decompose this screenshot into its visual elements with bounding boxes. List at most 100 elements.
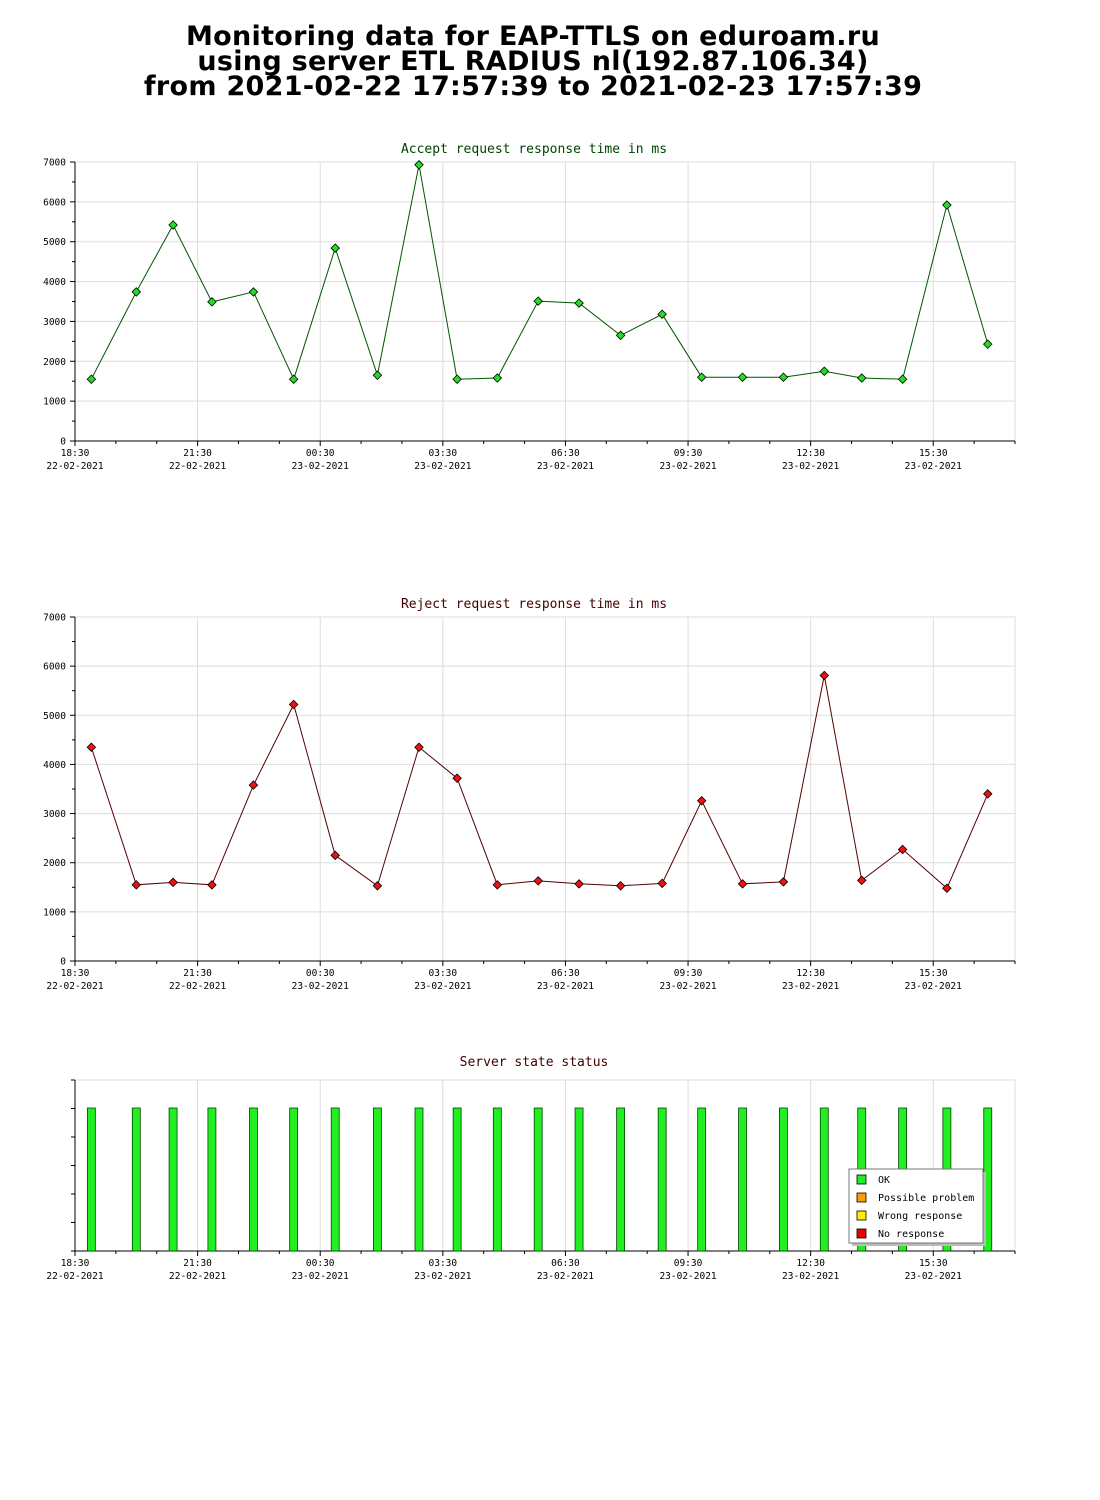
legend-ok-label: OK <box>878 1175 890 1186</box>
data-point <box>897 844 908 855</box>
data-point <box>288 374 299 384</box>
x-tick-label-time: 18:30 <box>61 968 90 979</box>
status-bar <box>819 1107 829 1252</box>
y-tick-label: 6000 <box>43 197 66 208</box>
status-bar <box>373 1107 382 1252</box>
y-tick-label: 0 <box>60 437 66 448</box>
x-tick-label-date: 22-02-2021 <box>169 461 226 472</box>
data-point <box>86 742 97 752</box>
data-point <box>856 875 867 886</box>
data-point <box>942 883 952 894</box>
legend-no-response-swatch <box>856 1228 867 1239</box>
data-point <box>737 879 748 889</box>
header-server-line: using server ETL RADIUS nl(192.87.106.34… <box>197 46 869 77</box>
data-point <box>492 880 503 890</box>
x-tick-label-date: 23-02-2021 <box>292 981 349 992</box>
x-tick-label-date: 23-02-2021 <box>659 461 716 472</box>
data-point <box>696 372 707 382</box>
x-tick-label-time: 09:30 <box>674 448 703 459</box>
data-point <box>819 366 830 377</box>
data-point <box>168 220 178 230</box>
y-tick-label: 7000 <box>43 158 66 169</box>
x-tick-label-date: 23-02-2021 <box>782 981 839 992</box>
y-tick-label: 5000 <box>43 237 66 248</box>
header-period-line: from 2021-02-22 17:57:39 to 2021-02-23 1… <box>143 71 923 102</box>
x-tick-label-date: 23-02-2021 <box>537 981 594 992</box>
y-tick-label: 1000 <box>43 397 66 408</box>
x-tick-label-time: 12:30 <box>796 968 825 979</box>
x-tick-label-time: 15:30 <box>919 1258 948 1269</box>
data-point <box>533 296 543 306</box>
status-bar <box>86 1107 96 1252</box>
data-point <box>897 374 908 384</box>
data-point <box>657 878 667 889</box>
data-point <box>574 298 584 308</box>
x-tick-label-date: 23-02-2021 <box>537 461 594 472</box>
data-point <box>492 373 503 383</box>
legend-ok-swatch <box>856 1174 867 1185</box>
data-point <box>131 287 142 297</box>
page-header: Monitoring data for EAP-TTLS on eduroam.… <box>0 23 1066 102</box>
status-bar <box>249 1107 258 1252</box>
data-point <box>696 796 707 806</box>
x-tick-label-date: 23-02-2021 <box>782 1271 839 1282</box>
x-tick-label-time: 21:30 <box>183 1258 212 1269</box>
status-bar <box>574 1107 584 1252</box>
x-tick-label-time: 15:30 <box>919 968 948 979</box>
data-point <box>819 670 830 681</box>
x-tick-label-date: 22-02-2021 <box>46 461 103 472</box>
data-point <box>452 773 462 783</box>
y-tick-label: 0 <box>60 957 66 968</box>
x-tick-label-time: 00:30 <box>306 968 335 979</box>
data-point <box>248 780 259 790</box>
x-tick-label-time: 06:30 <box>551 968 580 979</box>
x-tick-label-date: 22-02-2021 <box>46 1271 103 1282</box>
status-bar <box>738 1107 747 1252</box>
status-bar <box>779 1107 788 1252</box>
x-tick-label-date: 23-02-2021 <box>905 461 962 472</box>
data-point <box>414 160 424 170</box>
y-tick-label: 5000 <box>43 711 66 722</box>
data-point <box>288 699 299 710</box>
x-tick-label-time: 00:30 <box>306 448 335 459</box>
y-tick-label: 6000 <box>43 662 66 673</box>
data-point <box>131 880 142 890</box>
server-state-chart: Server state status 18:30 22-02-2021 21:30 2… <box>46 1055 1016 1282</box>
x-tick-label-time: 15:30 <box>919 448 948 459</box>
legend-no-response-label: No response <box>878 1229 944 1240</box>
y-tick-label: 7000 <box>43 613 66 624</box>
y-tick-label: 3000 <box>43 317 66 328</box>
x-tick-label-time: 03:30 <box>429 968 458 979</box>
x-tick-label-date: 23-02-2021 <box>659 981 716 992</box>
x-tick-label-time: 06:30 <box>551 1258 580 1269</box>
legend-possible-problem-swatch <box>856 1192 867 1203</box>
data-point <box>86 374 97 384</box>
reject-response-chart: Reject request response time in ms 0 1000 2… <box>43 597 1016 992</box>
x-tick-label-date: 22-02-2021 <box>46 981 103 992</box>
x-tick-label-date: 23-02-2021 <box>905 981 962 992</box>
x-tick-label-time: 03:30 <box>429 1258 458 1269</box>
status-bar <box>289 1107 299 1252</box>
x-tick-label-time: 21:30 <box>183 448 212 459</box>
y-tick-label: 4000 <box>43 277 66 288</box>
legend-possible-problem-label: Possible problem <box>878 1193 974 1204</box>
x-tick-label-date: 23-02-2021 <box>905 1271 962 1282</box>
plot-area <box>74 616 1016 962</box>
status-bar <box>616 1107 626 1252</box>
x-tick-label-time: 18:30 <box>61 448 90 459</box>
x-tick-label-time: 09:30 <box>674 968 703 979</box>
x-tick-label-date: 23-02-2021 <box>292 1271 349 1282</box>
x-tick-label-date: 23-02-2021 <box>292 461 349 472</box>
data-point <box>574 879 584 889</box>
x-tick-label-date: 22-02-2021 <box>169 1271 226 1282</box>
legend-wrong-response-label: Wrong response <box>878 1211 962 1222</box>
data-point <box>248 287 259 297</box>
x-tick-label-time: 12:30 <box>796 448 825 459</box>
data-point <box>778 372 789 382</box>
data-point <box>615 881 626 891</box>
y-tick-label: 4000 <box>43 760 66 771</box>
data-point <box>330 850 340 861</box>
data-point <box>615 330 626 341</box>
data-point <box>982 789 993 799</box>
x-tick-label-date: 23-02-2021 <box>537 1271 594 1282</box>
